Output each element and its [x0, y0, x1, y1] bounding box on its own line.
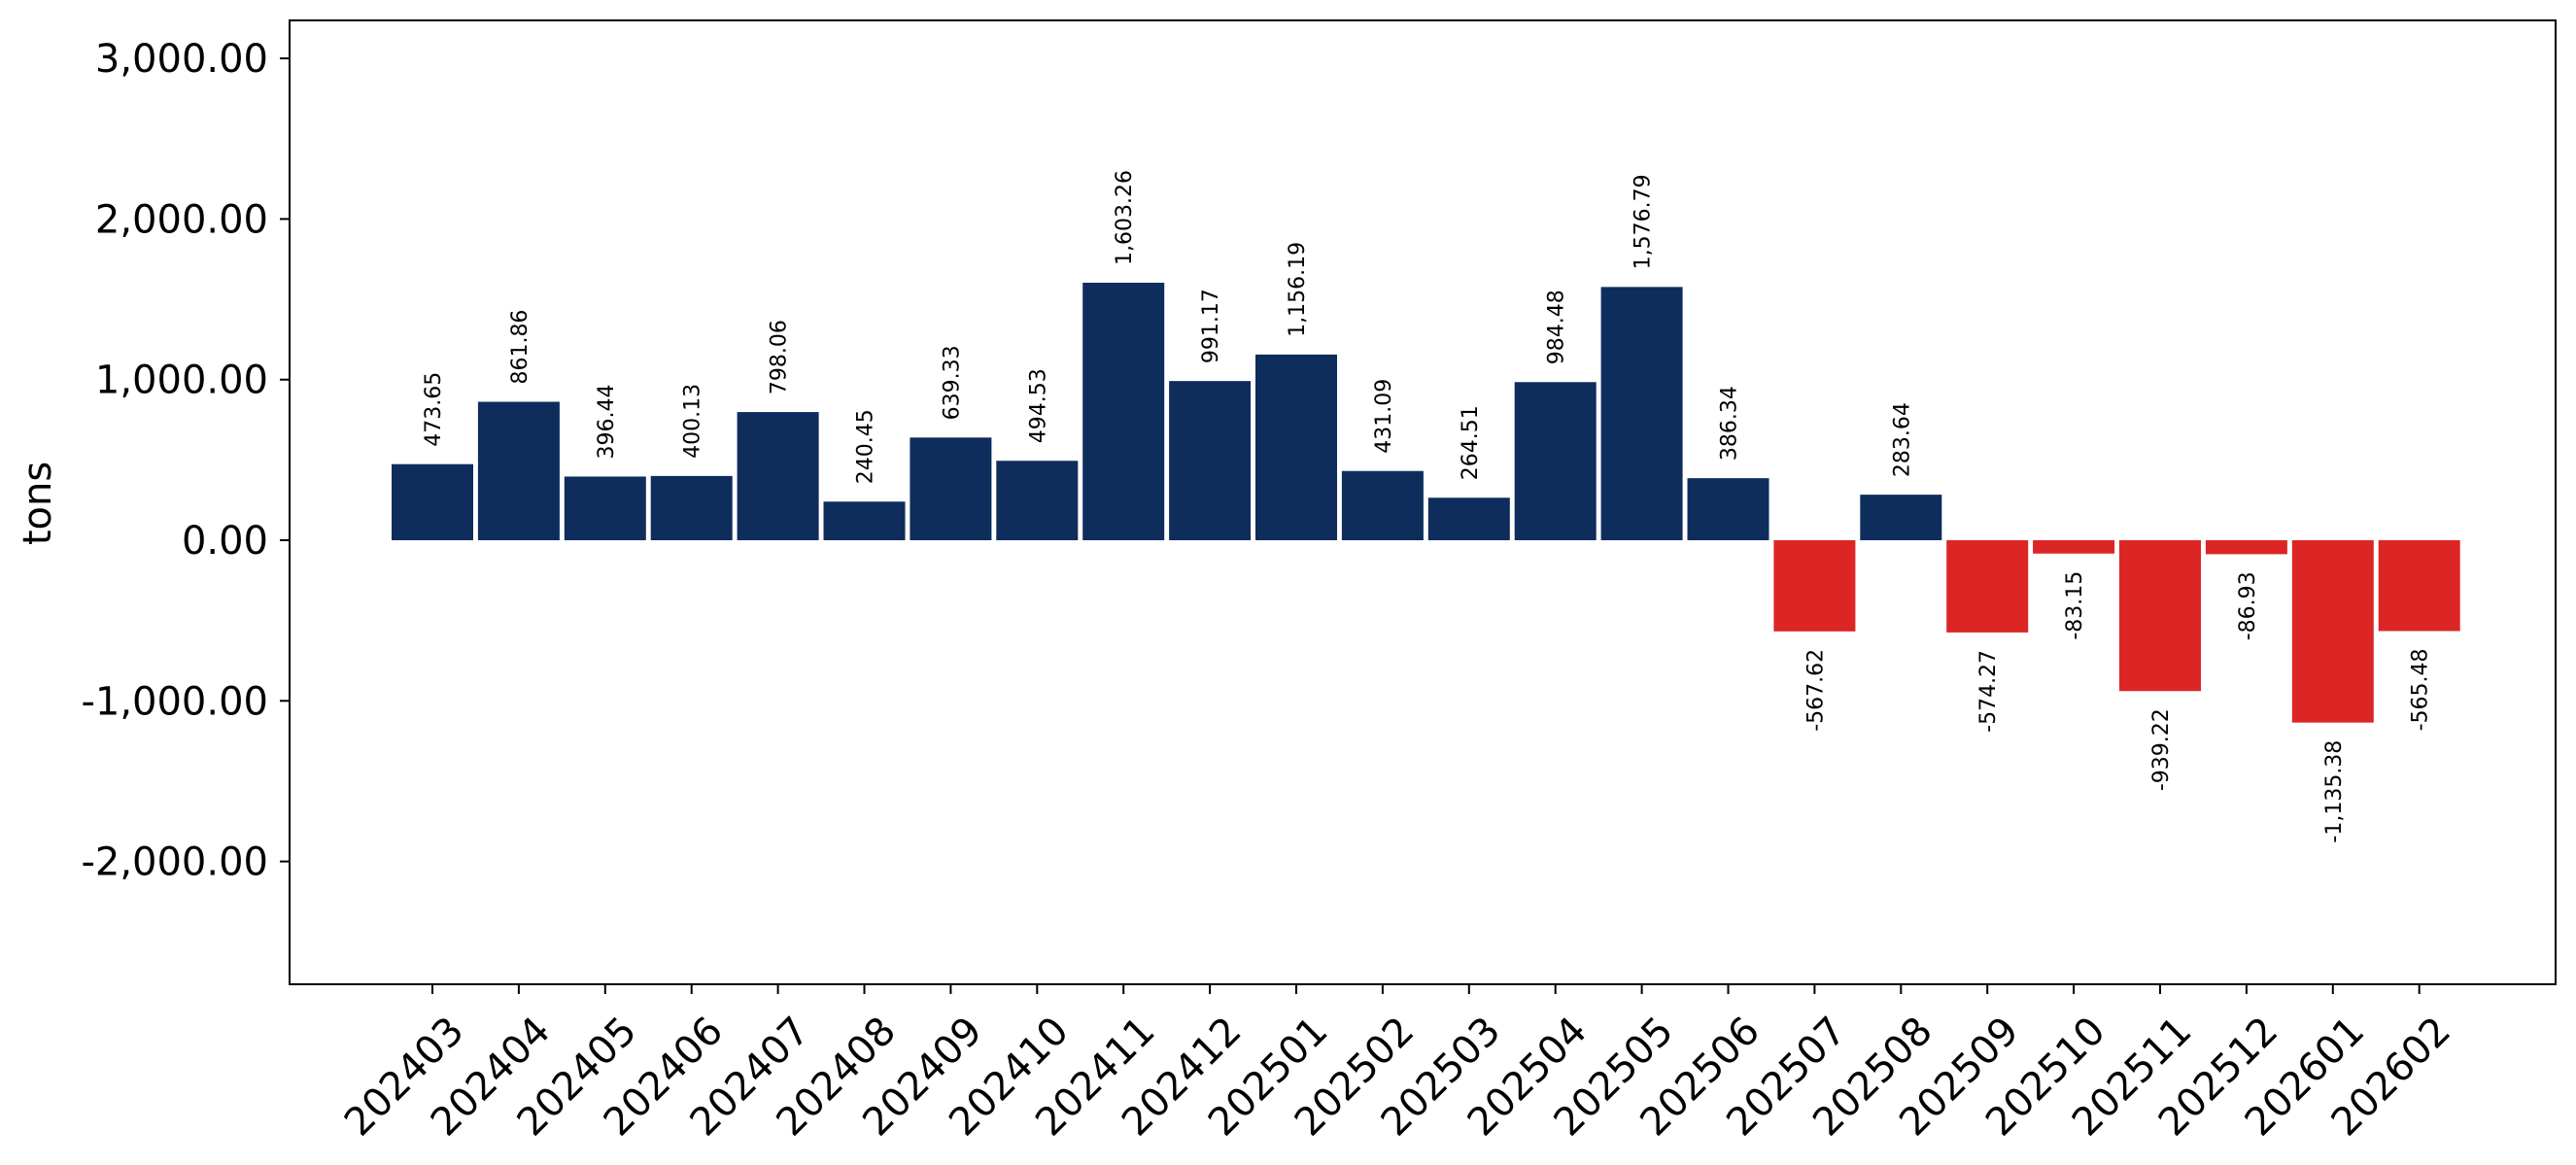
- bar-202505: [1600, 287, 1683, 540]
- bar-value-label: -86.93: [2236, 571, 2260, 640]
- bar-202408: [823, 501, 906, 540]
- bar-202412: [1169, 381, 1252, 540]
- bar-202410: [996, 461, 1079, 540]
- bar-value-label: 494.53: [1026, 368, 1050, 443]
- bar-202510: [2033, 540, 2115, 554]
- bar-value-label: 400.13: [681, 384, 705, 459]
- y-tick-label: 2,000.00: [95, 197, 268, 242]
- bar-value-label: 396.44: [595, 384, 619, 459]
- bar-202411: [1082, 282, 1165, 540]
- bar-value-label: 984.48: [1545, 290, 1569, 364]
- y-tick-label: -2,000.00: [81, 840, 268, 885]
- y-axis: 3,000.00 2,000.00 1,000.00 0.00 -1,000.00 -2,…: [81, 37, 290, 885]
- bars-group: [392, 282, 2460, 723]
- bar-value-label: 431.09: [1372, 379, 1396, 454]
- bar-value-label: -939.22: [2149, 708, 2174, 791]
- y-axis-label: tons: [16, 462, 60, 545]
- y-tick-label: 3,000.00: [95, 37, 268, 82]
- data-labels-group: 473.65 861.86 396.44 400.13 798.06 240.45 639.…: [422, 170, 2433, 843]
- bar-202508: [1860, 495, 1942, 540]
- bar-value-label: 861.86: [508, 310, 532, 385]
- bar-202507: [1773, 540, 1856, 632]
- bar-202511: [2119, 540, 2201, 692]
- bar-value-label: 1,576.79: [1631, 174, 1656, 269]
- bar-value-label: 240.45: [854, 409, 878, 484]
- bar-value-label: 639.33: [940, 345, 964, 420]
- bar-202502: [1341, 470, 1424, 540]
- bar-202406: [650, 475, 733, 540]
- bar-202602: [2378, 540, 2460, 632]
- bar-value-label: 991.17: [1199, 289, 1223, 363]
- bar-value-label: 1,603.26: [1113, 170, 1137, 265]
- bar-202503: [1427, 497, 1510, 540]
- bar-202501: [1255, 354, 1337, 540]
- bar-value-label: 264.51: [1459, 405, 1483, 480]
- bar-value-label: 283.64: [1890, 402, 1914, 477]
- y-tick-label: 0.00: [182, 519, 268, 564]
- bar-202506: [1687, 478, 1769, 540]
- bar-value-label: 386.34: [1718, 386, 1742, 461]
- bar-value-label: -83.15: [2063, 571, 2087, 640]
- bar-value-label: -574.27: [1976, 650, 2001, 733]
- bar-202407: [737, 412, 819, 540]
- bar-202601: [2291, 540, 2374, 723]
- bar-value-label: -567.62: [1803, 649, 1828, 732]
- y-tick-label: 1,000.00: [95, 359, 268, 403]
- bar-202504: [1514, 382, 1597, 540]
- bar-value-label: 473.65: [422, 372, 446, 447]
- bar-202405: [564, 476, 646, 540]
- y-tick-label: -1,000.00: [81, 679, 268, 724]
- bar-value-label: -1,135.38: [2322, 740, 2347, 843]
- bar-202404: [477, 401, 560, 540]
- bar-202403: [392, 463, 473, 540]
- bar-202509: [1946, 540, 2029, 633]
- plot-frame: [289, 19, 2557, 985]
- bar-value-label: 798.06: [768, 320, 792, 394]
- bar-value-label: 1,156.19: [1286, 242, 1310, 337]
- bar-202409: [910, 437, 992, 540]
- bar-value-label: -565.48: [2409, 648, 2433, 731]
- bar-202512: [2205, 540, 2287, 555]
